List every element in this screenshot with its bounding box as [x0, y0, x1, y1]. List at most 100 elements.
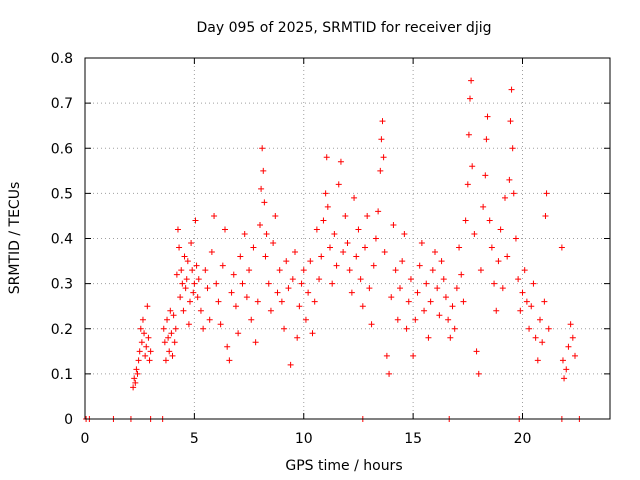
data-point — [311, 298, 318, 305]
data-point — [436, 312, 443, 319]
data-point — [375, 208, 382, 215]
y-tick-label: 0.8 — [51, 51, 73, 67]
data-point — [335, 181, 342, 188]
data-point — [292, 249, 298, 256]
data-point — [442, 294, 449, 301]
data-point — [169, 352, 176, 359]
data-point — [188, 240, 195, 247]
data-point — [307, 258, 314, 265]
data-point — [135, 357, 142, 364]
data-point — [512, 235, 519, 242]
data-point — [318, 253, 325, 260]
data-point — [421, 307, 428, 314]
data-point — [572, 352, 578, 359]
data-point — [184, 258, 191, 265]
data-point — [351, 194, 358, 201]
data-point — [434, 285, 441, 292]
data-point — [440, 276, 447, 283]
data-point — [237, 253, 244, 260]
data-point — [322, 190, 329, 197]
data-point — [379, 118, 386, 125]
data-point — [309, 330, 316, 337]
data-point — [410, 352, 417, 359]
data-point — [167, 307, 174, 314]
y-tick-label: 0 — [64, 412, 73, 428]
data-point — [250, 244, 257, 251]
data-point — [471, 230, 478, 237]
data-point — [380, 154, 387, 161]
data-point — [270, 240, 277, 247]
data-point — [401, 230, 408, 237]
data-point — [532, 334, 539, 341]
data-point — [208, 249, 215, 256]
data-point — [142, 352, 149, 359]
data-point — [537, 316, 543, 323]
data-point — [320, 217, 327, 224]
data-point — [377, 167, 384, 174]
y-tick-label: 0.5 — [51, 186, 73, 202]
data-point — [368, 321, 375, 328]
data-point — [136, 348, 143, 355]
data-point — [502, 194, 508, 201]
data-point — [178, 267, 185, 274]
data-point — [146, 357, 153, 364]
data-point — [542, 212, 549, 219]
data-point — [193, 262, 200, 269]
data-point — [162, 357, 169, 364]
data-point — [462, 217, 469, 224]
data-point — [565, 343, 572, 350]
data-point — [519, 289, 526, 296]
data-point — [344, 240, 351, 247]
data-point — [482, 172, 489, 179]
data-point — [289, 276, 296, 283]
data-point — [499, 285, 506, 292]
data-point — [504, 253, 511, 260]
data-point — [477, 267, 484, 274]
data-point — [183, 276, 190, 283]
data-point — [403, 325, 410, 332]
data-point — [298, 280, 305, 287]
data-point — [164, 316, 171, 323]
data-point — [261, 199, 268, 206]
data-point — [467, 95, 473, 102]
data-point — [486, 217, 493, 224]
data-point — [340, 249, 347, 256]
data-point — [226, 357, 233, 364]
data-point — [381, 249, 388, 256]
data-point — [569, 334, 576, 341]
data-point — [355, 226, 362, 233]
data-point — [526, 325, 533, 332]
data-point — [429, 267, 436, 274]
data-point — [239, 280, 246, 287]
data-point — [211, 212, 218, 219]
data-point — [294, 334, 301, 341]
data-point — [143, 343, 150, 350]
data-point — [453, 285, 460, 292]
data-point — [235, 330, 242, 337]
data-point — [174, 226, 181, 233]
data-point — [567, 321, 574, 328]
data-point — [278, 298, 285, 305]
data-point — [561, 375, 568, 382]
data-point — [475, 370, 482, 377]
data-point — [541, 298, 548, 305]
data-point — [316, 276, 323, 283]
data-point — [190, 289, 197, 296]
data-point — [362, 244, 368, 251]
data-point — [206, 316, 213, 323]
data-point — [141, 330, 148, 337]
data-point — [171, 339, 178, 346]
data-point — [337, 158, 344, 165]
data-point — [305, 289, 312, 296]
y-tick-label: 0.7 — [51, 96, 73, 112]
data-point — [497, 226, 504, 233]
data-point — [534, 357, 541, 364]
data-point — [191, 280, 198, 287]
data-point — [323, 154, 330, 161]
data-point — [194, 294, 201, 301]
data-point — [539, 339, 546, 346]
data-point — [521, 267, 528, 274]
data-point — [405, 298, 412, 305]
data-point — [427, 298, 434, 305]
